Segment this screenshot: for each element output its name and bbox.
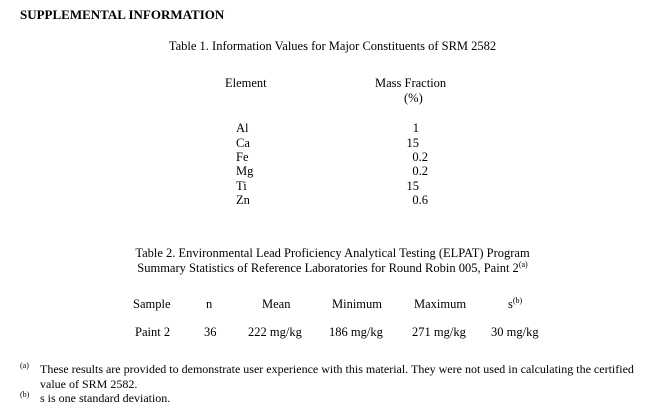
- section-heading: SUPPLEMENTAL INFORMATION: [20, 7, 225, 22]
- table1-value: 1: [412, 121, 419, 135]
- table1-header-element: Element: [225, 76, 267, 90]
- table2-cell-sample: Paint 2: [135, 325, 171, 339]
- table2-header-n: n: [206, 297, 213, 311]
- table1-element: Ca: [236, 136, 250, 150]
- footnote-marker: (b): [20, 390, 30, 399]
- table1-value: 0.2: [412, 164, 428, 178]
- table2-cell-maximum: 271 mg/kg: [412, 325, 466, 339]
- footnote-ref: (a): [518, 260, 528, 269]
- table2-caption-line1: Table 2. Environmental Lead Proficiency …: [135, 246, 530, 260]
- table1-element: Mg: [236, 164, 254, 178]
- table2-header-mean: Mean: [262, 297, 291, 311]
- table2-cell-n: 36: [204, 325, 217, 339]
- table1-value: 15: [406, 179, 420, 193]
- table2-header-s: s(b): [508, 296, 523, 311]
- table1-value: 0.2: [412, 150, 428, 164]
- footnote-marker: (a): [20, 361, 29, 370]
- table2-header-sample: Sample: [133, 297, 171, 311]
- table2-header-minimum: Minimum: [332, 297, 383, 311]
- table2-header-maximum: Maximum: [414, 297, 467, 311]
- table1-caption: Table 1. Information Values for Major Co…: [168, 39, 497, 53]
- footnote-text: These results are provided to demonstrat…: [40, 362, 634, 376]
- footnote-text: s is one standard deviation.: [40, 391, 171, 405]
- table1-element: Fe: [236, 150, 249, 164]
- table1-element: Ti: [236, 179, 247, 193]
- table1-value: 15: [406, 136, 420, 150]
- table2-cell-s: 30 mg/kg: [491, 325, 539, 339]
- footnote-text: value of SRM 2582.: [40, 377, 138, 391]
- table1-header-mass-fraction: Mass Fraction: [375, 76, 447, 90]
- table1-header-unit: (%): [404, 91, 423, 105]
- table2-cell-mean: 222 mg/kg: [248, 325, 302, 339]
- table2-caption-line2: Summary Statistics of Reference Laborato…: [137, 260, 528, 275]
- table1-value: 0.6: [412, 193, 428, 207]
- table1-element: Zn: [236, 193, 250, 207]
- table1-element: Al: [236, 121, 249, 135]
- table2-cell-minimum: 186 mg/kg: [329, 325, 383, 339]
